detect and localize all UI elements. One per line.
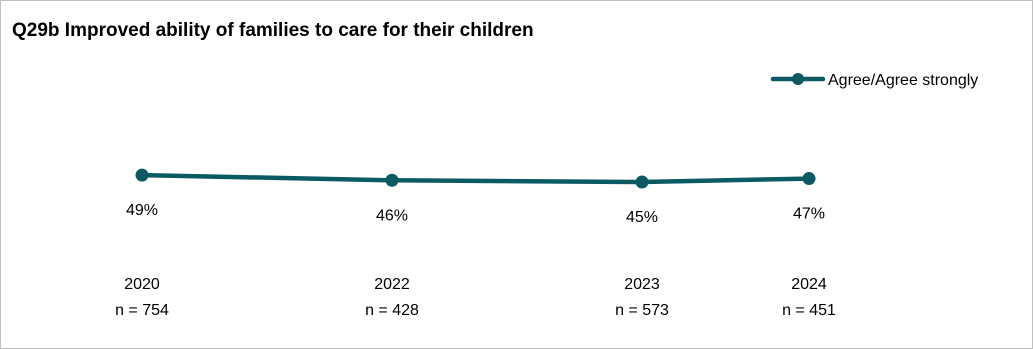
data-label: 49% xyxy=(126,202,158,219)
category-label: 2020 xyxy=(124,276,160,293)
sample-size-label: n = 428 xyxy=(365,302,419,319)
data-point xyxy=(135,168,149,182)
category-label: 2023 xyxy=(624,276,660,293)
category-label: 2024 xyxy=(791,276,827,293)
sample-size-label: n = 573 xyxy=(615,302,669,319)
data-point xyxy=(802,172,816,186)
legend-marker xyxy=(792,73,804,85)
legend-label: Agree/Agree strongly xyxy=(828,72,978,89)
sample-size-label: n = 754 xyxy=(115,302,169,319)
series-line xyxy=(139,172,812,185)
data-label: 45% xyxy=(626,209,658,226)
sample-size-label: n = 451 xyxy=(782,302,836,319)
legend: Agree/Agree strongly xyxy=(770,72,978,89)
chart-title: Q29b Improved ability of families to car… xyxy=(12,20,534,41)
data-label: 46% xyxy=(376,207,408,224)
data-point xyxy=(635,175,649,189)
data-point xyxy=(385,173,399,187)
category-label: 2022 xyxy=(374,276,410,293)
data-label: 47% xyxy=(793,206,825,223)
